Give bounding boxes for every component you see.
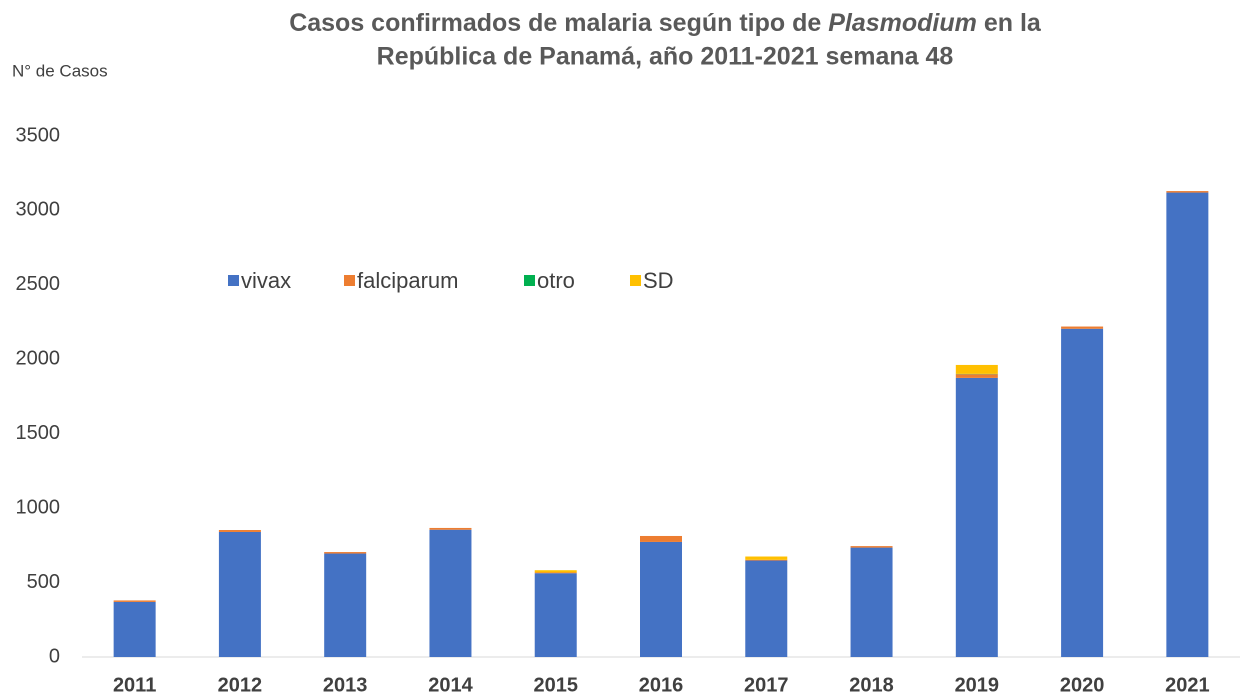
bar-segment — [429, 529, 472, 657]
legend-label: vivax — [241, 268, 291, 293]
legend-swatch — [630, 275, 641, 286]
bar-segment — [955, 374, 998, 378]
y-tick-label: 1500 — [16, 422, 61, 444]
x-tick-label: 2013 — [323, 674, 368, 696]
legend-swatch — [228, 275, 239, 286]
x-tick-label: 2012 — [218, 674, 263, 696]
x-tick-label: 2021 — [1165, 674, 1210, 696]
bar-segment — [955, 377, 998, 657]
bar-segment — [745, 559, 788, 561]
y-axis-label: N° de Casos — [12, 61, 108, 80]
bar-segment — [1166, 192, 1209, 657]
x-tick-label: 2020 — [1060, 674, 1105, 696]
legend-label: falciparum — [357, 268, 458, 293]
bar-segment — [955, 364, 998, 374]
bar-segment — [429, 527, 472, 530]
bar-segment — [1061, 326, 1104, 329]
legend-swatch — [344, 275, 355, 286]
bar-segment — [113, 601, 156, 657]
x-tick-label: 2017 — [744, 674, 789, 696]
x-tick-label: 2019 — [955, 674, 1000, 696]
x-tick-label: 2018 — [849, 674, 894, 696]
bar-segment — [640, 535, 682, 542]
y-tick-label: 3500 — [16, 124, 61, 146]
bar-segment — [745, 556, 788, 560]
bar-segment — [534, 572, 577, 574]
y-tick-label: 3000 — [16, 199, 61, 221]
bar-segment — [850, 547, 893, 657]
bar-segment — [1166, 191, 1209, 193]
bar-segment — [850, 546, 893, 548]
bar-segment — [1061, 328, 1104, 657]
legend-label: SD — [643, 268, 674, 293]
legend-swatch — [524, 275, 535, 286]
bar-segment — [218, 531, 261, 657]
x-tick-label: 2014 — [428, 674, 473, 696]
x-tick-label: 2016 — [639, 674, 684, 696]
title-part: en la — [977, 9, 1042, 37]
title-part: Casos confirmados de malaria según tipo … — [289, 9, 828, 37]
chart-title: Casos confirmados de malaria según tipo … — [289, 9, 1042, 37]
y-tick-label: 1000 — [16, 496, 61, 518]
y-tick-label: 2500 — [16, 273, 61, 295]
title-part: Plasmodium — [828, 9, 977, 37]
bar-segment — [534, 570, 577, 573]
y-tick-label: 0 — [49, 645, 60, 667]
bar-segment — [324, 552, 367, 554]
bar-segment — [745, 560, 788, 657]
y-tick-label: 2000 — [16, 348, 61, 370]
bar-segment — [324, 553, 367, 657]
bar-segment — [640, 541, 682, 657]
x-tick-label: 2015 — [533, 674, 578, 696]
y-tick-label: 500 — [27, 571, 60, 593]
bar-segment — [113, 600, 156, 602]
x-tick-label: 2011 — [113, 674, 156, 696]
bar-segment — [218, 530, 261, 532]
bar-segment — [534, 573, 577, 657]
chart-title: República de Panamá, año 2011-2021 seman… — [377, 43, 954, 71]
legend-label: otro — [537, 268, 575, 293]
